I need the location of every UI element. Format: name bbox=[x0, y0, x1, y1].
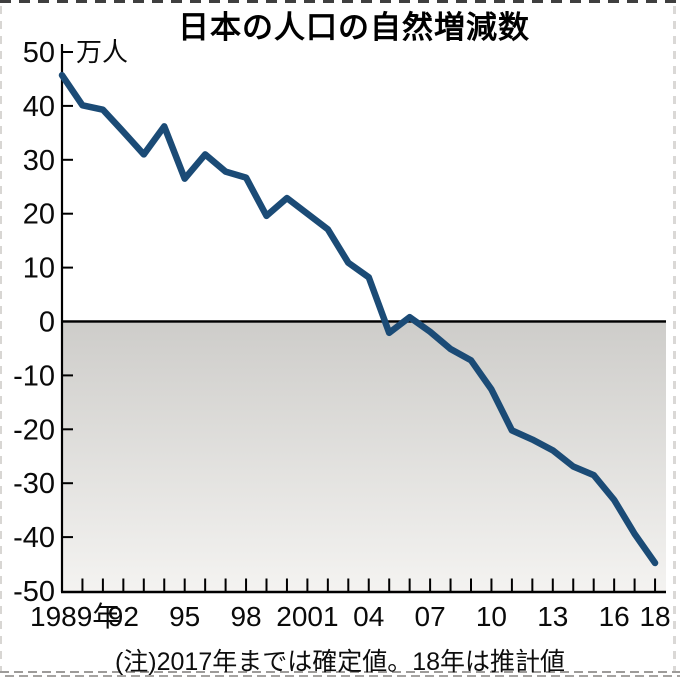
y-tick-label: -20 bbox=[13, 414, 55, 446]
bottom-dashed-border bbox=[0, 671, 680, 673]
footnote: (注)2017年までは確定値。18年は推計値 bbox=[114, 648, 566, 676]
y-tick-label: 50 bbox=[23, 37, 55, 69]
population-change-line bbox=[58, 71, 659, 567]
negative-region bbox=[63, 323, 666, 592]
y-tick-label: -30 bbox=[13, 468, 55, 500]
y-tick-label: -50 bbox=[13, 576, 55, 608]
chart-title: 日本の人口の自然増減数 bbox=[178, 10, 530, 45]
bottom-dashed-border-2 bbox=[5, 675, 680, 677]
y-axis-unit: 万人 bbox=[76, 37, 128, 67]
left-dashed-border bbox=[0, 6, 2, 672]
y-tick-label: 30 bbox=[23, 145, 55, 177]
x-tick-label: 98 bbox=[230, 601, 261, 632]
right-dashed-border bbox=[673, 6, 676, 672]
x-tick-label: 92 bbox=[108, 601, 139, 632]
x-tick-label: 2001 bbox=[276, 601, 338, 632]
x-tick-label: 18 bbox=[639, 601, 670, 632]
x-tick-label: 1989年 bbox=[30, 601, 120, 632]
y-tick-label: -10 bbox=[13, 360, 55, 392]
top-dashed-border bbox=[0, 0, 680, 3]
x-tick-label: 16 bbox=[599, 601, 630, 632]
x-tick-label: 13 bbox=[537, 601, 568, 632]
x-tick-label: 04 bbox=[353, 601, 384, 632]
y-tick-label: 20 bbox=[23, 199, 55, 231]
y-tick-label: 10 bbox=[23, 253, 55, 285]
x-tick-label: 07 bbox=[415, 601, 446, 632]
y-tick-label: -40 bbox=[13, 522, 55, 554]
y-tick-label: 40 bbox=[23, 91, 55, 123]
y-tick-label: 0 bbox=[39, 307, 55, 339]
x-tick-label: 10 bbox=[476, 601, 507, 632]
x-tick-label: 95 bbox=[169, 601, 200, 632]
